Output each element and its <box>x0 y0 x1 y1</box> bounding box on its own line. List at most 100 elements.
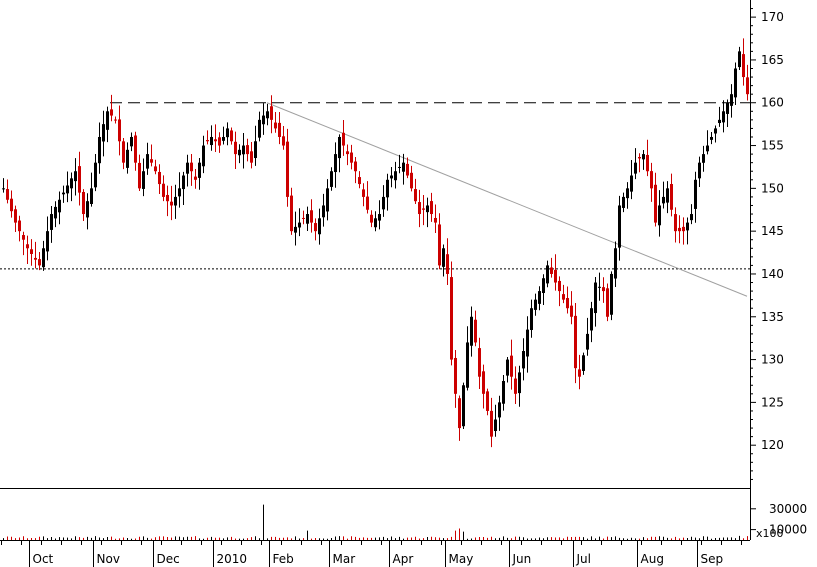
candle-body <box>466 342 469 388</box>
month-label: Jun <box>512 552 532 566</box>
candle <box>494 404 497 437</box>
candle <box>206 130 209 145</box>
candle <box>438 213 441 270</box>
candle-body <box>470 316 473 346</box>
candle <box>550 257 553 278</box>
candle <box>626 182 629 209</box>
candle <box>70 172 73 202</box>
candle <box>474 310 477 347</box>
candle-body <box>58 199 61 213</box>
candle-body <box>206 140 209 142</box>
candle-body <box>646 154 649 172</box>
candle <box>486 388 489 416</box>
candle <box>470 306 473 357</box>
candle <box>562 284 565 304</box>
candle-body <box>462 385 465 427</box>
candle-body <box>526 329 529 357</box>
month-label: Mar <box>333 552 356 566</box>
candle-body <box>14 209 17 223</box>
candle <box>538 286 541 311</box>
candle-body <box>594 282 597 314</box>
candle-body <box>326 188 329 212</box>
candle-body <box>310 210 313 223</box>
candle-body <box>574 315 577 369</box>
candle <box>42 240 45 271</box>
candle-body <box>266 111 269 119</box>
candle-body <box>110 109 113 116</box>
candle-body <box>614 248 617 279</box>
candle <box>594 277 597 327</box>
candle <box>90 172 93 207</box>
candle-body <box>138 162 141 189</box>
candle-body <box>602 287 605 292</box>
candle <box>622 192 625 213</box>
month-label: Sep <box>701 552 724 566</box>
candle-body <box>490 410 493 437</box>
candle-body <box>50 214 53 230</box>
candle-body <box>382 196 385 210</box>
candle <box>446 238 449 286</box>
candle-body <box>586 333 589 350</box>
candle-body <box>150 159 153 163</box>
candle-body <box>542 278 545 294</box>
candle <box>570 291 573 325</box>
candle-body <box>498 402 501 418</box>
reference-lines-layer <box>0 102 750 297</box>
candle-body <box>742 54 745 78</box>
candle-body <box>458 398 461 429</box>
candle <box>262 103 265 135</box>
candle <box>194 168 197 189</box>
price-tick-label: 155 <box>761 139 784 153</box>
candle-body <box>578 369 581 377</box>
candle <box>510 339 513 390</box>
candle-body <box>426 205 429 213</box>
candle-body <box>230 130 233 142</box>
candle <box>362 183 365 207</box>
candle-body <box>350 152 353 163</box>
candle-body <box>682 226 685 232</box>
candle-body <box>190 162 193 172</box>
price-tick-label: 145 <box>761 224 784 238</box>
candle-body <box>70 178 73 189</box>
candle <box>718 106 721 127</box>
candle <box>686 217 689 245</box>
candle <box>370 210 373 228</box>
candle <box>546 260 549 288</box>
candle-body <box>642 154 645 160</box>
candle-body <box>354 161 357 172</box>
candle-body <box>318 218 321 235</box>
candle-body <box>726 102 729 114</box>
candle <box>506 356 509 383</box>
candle <box>374 211 377 232</box>
candle <box>62 185 65 203</box>
candle <box>358 171 361 189</box>
candle-body <box>126 149 129 168</box>
candle-body <box>370 214 373 223</box>
candle <box>662 181 665 209</box>
candle <box>98 122 101 174</box>
candle-body <box>558 280 561 292</box>
candle-body <box>254 141 257 159</box>
candle <box>202 135 205 174</box>
candle <box>26 235 29 264</box>
volume-tick-label: 10000 <box>769 523 807 537</box>
candle <box>478 337 481 389</box>
candle <box>50 205 53 243</box>
candle-body <box>546 265 549 284</box>
candle <box>514 366 517 405</box>
candle-body <box>590 308 593 331</box>
candle-body <box>662 196 665 204</box>
candle <box>714 125 717 143</box>
candle <box>314 218 317 241</box>
candle <box>290 187 293 235</box>
candle <box>78 151 81 206</box>
candle <box>382 185 385 217</box>
candle <box>666 181 669 214</box>
candle-body <box>538 291 541 304</box>
volume-tick-label: 30000 <box>769 502 807 516</box>
candle <box>142 158 145 197</box>
candle <box>606 283 609 322</box>
candle <box>618 195 621 261</box>
candle-body <box>722 111 725 123</box>
candle-body <box>566 298 569 309</box>
